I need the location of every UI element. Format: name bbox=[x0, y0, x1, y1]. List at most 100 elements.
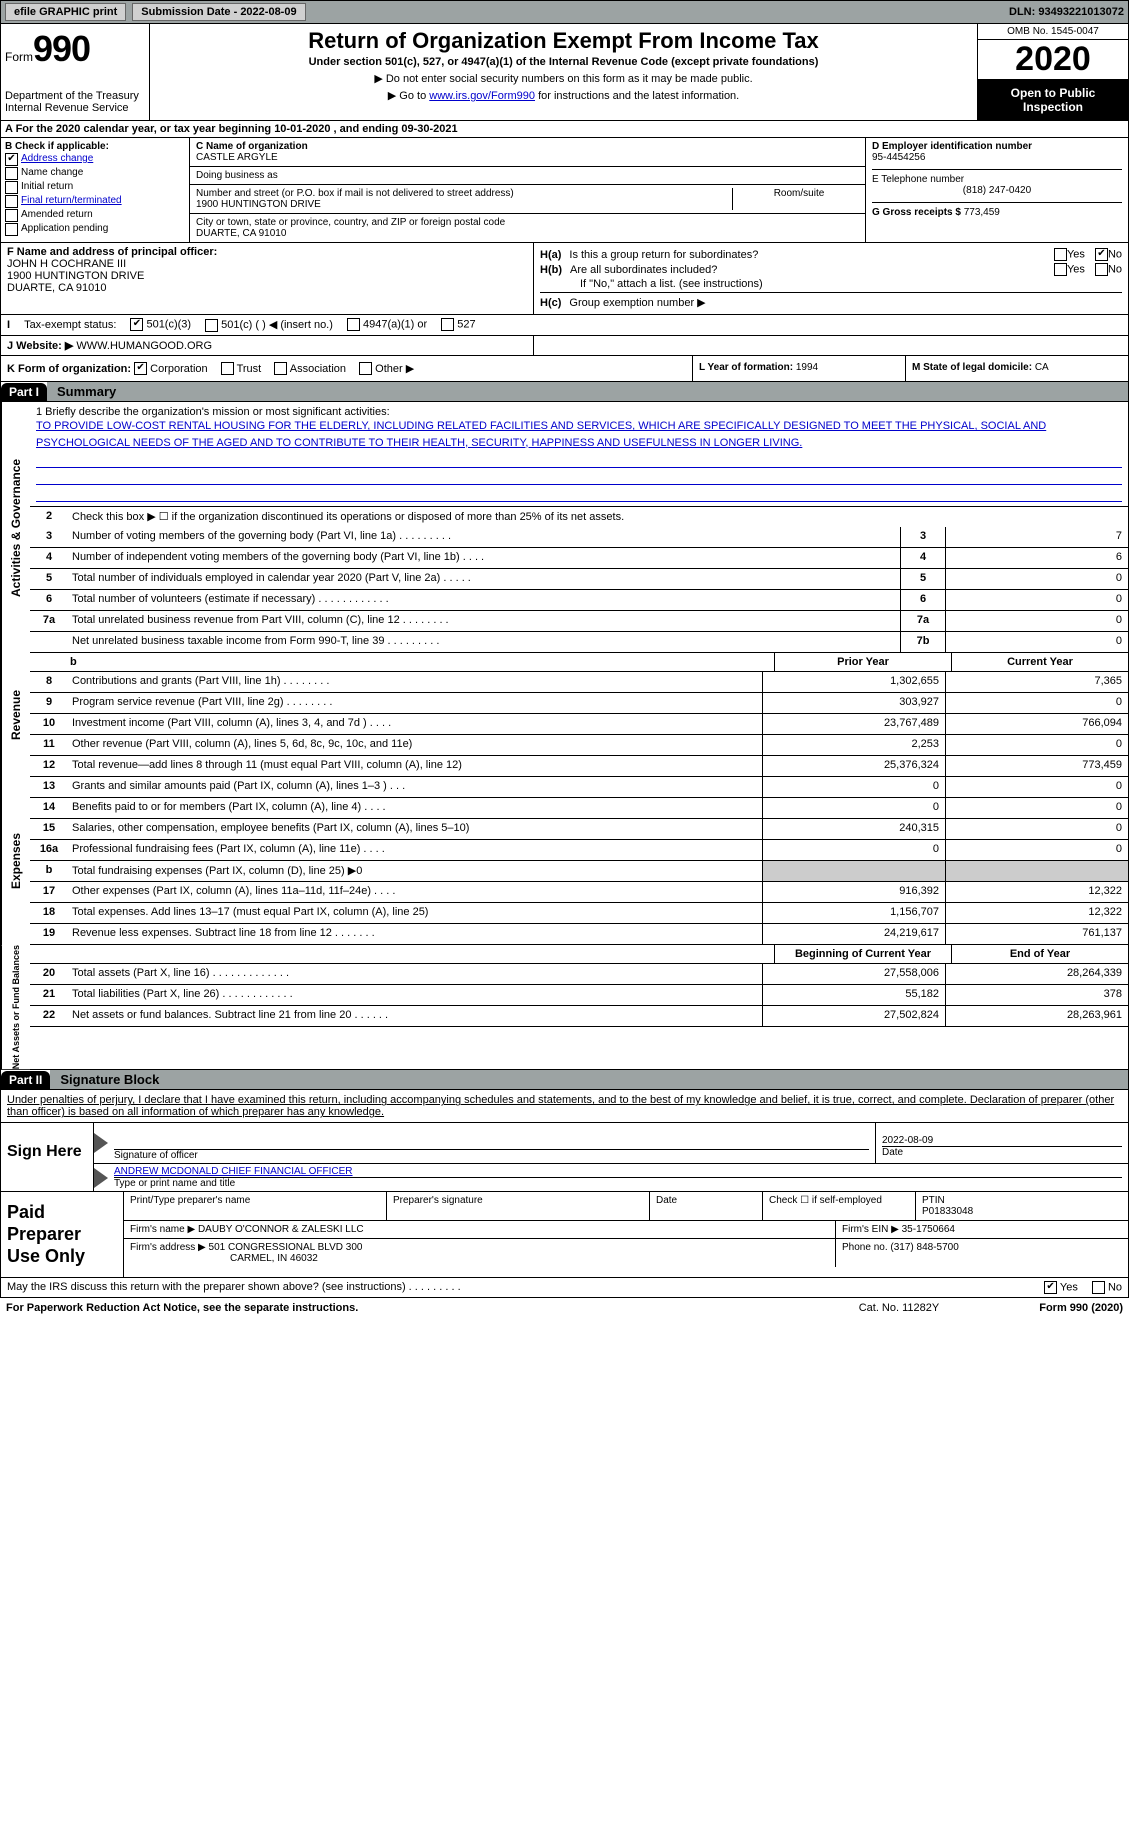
irs-link[interactable]: www.irs.gov/Form990 bbox=[429, 90, 535, 102]
section-d: D Employer identification number 95-4454… bbox=[865, 138, 1128, 242]
form-footer: Form 990 (2020) bbox=[1039, 1302, 1123, 1314]
firm-addr2: CARMEL, IN 46032 bbox=[130, 1253, 829, 1264]
table-row: 13Grants and similar amounts paid (Part … bbox=[30, 777, 1128, 798]
table-row: 7aTotal unrelated business revenue from … bbox=[30, 611, 1128, 632]
form-other[interactable] bbox=[359, 362, 372, 375]
form-note-ssn: ▶ Do not enter social security numbers o… bbox=[158, 72, 969, 85]
org-name-label: C Name of organization bbox=[196, 141, 859, 152]
mission-label: 1 Briefly describe the organization's mi… bbox=[36, 406, 1122, 418]
part1-header: Part I bbox=[1, 383, 47, 401]
table-row: Net unrelated business taxable income fr… bbox=[30, 632, 1128, 653]
discuss-no[interactable] bbox=[1092, 1281, 1105, 1294]
vtab-revenue: Revenue bbox=[1, 653, 30, 777]
firm-ein: 35-1750664 bbox=[902, 1224, 955, 1235]
vtab-governance: Activities & Governance bbox=[1, 402, 30, 653]
dba-label: Doing business as bbox=[196, 170, 859, 181]
table-row: 9Program service revenue (Part VIII, lin… bbox=[30, 693, 1128, 714]
room-label: Room/suite bbox=[739, 188, 859, 199]
table-row: 16aProfessional fundraising fees (Part I… bbox=[30, 840, 1128, 861]
check-application-pending[interactable] bbox=[5, 223, 18, 236]
gross-receipts-value: 773,459 bbox=[964, 207, 1000, 218]
ein-value: 95-4454256 bbox=[872, 152, 1122, 163]
tax-year: 2020 bbox=[978, 40, 1128, 80]
officer-addr2: DUARTE, CA 91010 bbox=[7, 282, 527, 294]
department-label: Department of the Treasury Internal Reve… bbox=[5, 90, 145, 114]
vtab-expenses: Expenses bbox=[1, 777, 30, 945]
form-corp[interactable] bbox=[134, 362, 147, 375]
omb-number: OMB No. 1545-0047 bbox=[978, 24, 1128, 40]
check-address-change[interactable] bbox=[5, 153, 18, 166]
part2-header: Part II bbox=[1, 1071, 50, 1089]
check-initial-return[interactable] bbox=[5, 181, 18, 194]
hb-yes[interactable] bbox=[1054, 263, 1067, 276]
table-row: 17Other expenses (Part IX, column (A), l… bbox=[30, 882, 1128, 903]
table-row: 8Contributions and grants (Part VIII, li… bbox=[30, 672, 1128, 693]
table-row: 4Number of independent voting members of… bbox=[30, 548, 1128, 569]
sign-here-label: Sign Here bbox=[1, 1123, 94, 1191]
section-h: H(a)Is this a group return for subordina… bbox=[534, 243, 1128, 314]
vtab-net-assets: Net Assets or Fund Balances bbox=[1, 945, 30, 1069]
hb-note: If "No," attach a list. (see instruction… bbox=[540, 278, 1122, 290]
firm-addr1: 501 CONGRESSIONAL BLVD 300 bbox=[209, 1242, 363, 1253]
officer-name: JOHN H COCHRANE III bbox=[7, 258, 527, 270]
table-row: 21Total liabilities (Part X, line 26) . … bbox=[30, 985, 1128, 1006]
signature-declaration: Under penalties of perjury, I declare th… bbox=[1, 1090, 1128, 1123]
hb-no[interactable] bbox=[1095, 263, 1108, 276]
table-row: 11Other revenue (Part VIII, column (A), … bbox=[30, 735, 1128, 756]
table-row: 5Total number of individuals employed in… bbox=[30, 569, 1128, 590]
section-f: F Name and address of principal officer:… bbox=[1, 243, 534, 314]
officer-name-label: Type or print name and title bbox=[114, 1177, 1122, 1189]
section-l: L Year of formation: 1994 bbox=[692, 356, 905, 382]
dln-label: DLN: 93493221013072 bbox=[1009, 6, 1124, 18]
section-b: B Check if applicable: Address change Na… bbox=[1, 138, 190, 242]
check-name-change[interactable] bbox=[5, 167, 18, 180]
officer-printed-name: ANDREW MCDONALD CHIEF FINANCIAL OFFICER bbox=[114, 1166, 1122, 1177]
form-trust[interactable] bbox=[221, 362, 234, 375]
status-4947[interactable] bbox=[347, 318, 360, 331]
check-final-return[interactable] bbox=[5, 195, 18, 208]
city-label: City or town, state or province, country… bbox=[196, 217, 859, 228]
form-title: Return of Organization Exempt From Incom… bbox=[158, 28, 969, 54]
website-value: WWW.HUMANGOOD.ORG bbox=[76, 340, 212, 352]
paid-preparer-label: Paid Preparer Use Only bbox=[1, 1192, 124, 1277]
ptin-label: PTIN bbox=[922, 1195, 1122, 1206]
officer-addr1: 1900 HUNTINGTON DRIVE bbox=[7, 270, 527, 282]
org-name: CASTLE ARGYLE bbox=[196, 152, 859, 163]
gross-receipts-label: G Gross receipts $ bbox=[872, 207, 961, 218]
beginning-year-header: Beginning of Current Year bbox=[774, 945, 951, 963]
phone-label: E Telephone number bbox=[872, 174, 1122, 185]
section-j: J Website: ▶ WWW.HUMANGOOD.ORG bbox=[1, 336, 533, 355]
table-row: 22Net assets or fund balances. Subtract … bbox=[30, 1006, 1128, 1027]
current-year-header: Current Year bbox=[951, 653, 1128, 671]
ha-no[interactable] bbox=[1095, 248, 1108, 261]
check-amended-return[interactable] bbox=[5, 209, 18, 222]
end-year-header: End of Year bbox=[951, 945, 1128, 963]
ein-label: D Employer identification number bbox=[872, 141, 1122, 152]
city-value: DUARTE, CA 91010 bbox=[196, 228, 859, 239]
officer-sig-label: Signature of officer bbox=[114, 1149, 869, 1161]
ha-yes[interactable] bbox=[1054, 248, 1067, 261]
preparer-sig-label: Preparer's signature bbox=[387, 1192, 650, 1220]
form-assoc[interactable] bbox=[274, 362, 287, 375]
status-501c3[interactable] bbox=[130, 318, 143, 331]
status-501c[interactable] bbox=[205, 319, 218, 332]
efile-print-button[interactable]: efile GRAPHIC print bbox=[5, 3, 126, 21]
row-b-label: b bbox=[30, 653, 774, 671]
form-header: Form 990 Department of the Treasury Inte… bbox=[0, 24, 1129, 121]
form-number: 990 bbox=[33, 28, 90, 70]
street-value: 1900 HUNTINGTON DRIVE bbox=[196, 199, 726, 210]
section-m: M State of legal domicile: CA bbox=[905, 356, 1128, 382]
preparer-date-label: Date bbox=[650, 1192, 763, 1220]
status-527[interactable] bbox=[441, 318, 454, 331]
table-row: 3Number of voting members of the governi… bbox=[30, 527, 1128, 548]
discuss-yes[interactable] bbox=[1044, 1281, 1057, 1294]
goto-prefix: ▶ Go to bbox=[388, 90, 429, 102]
section-i: I Tax-exempt status: 501(c)(3) 501(c) ( … bbox=[0, 315, 1129, 336]
discuss-row: May the IRS discuss this return with the… bbox=[0, 1278, 1129, 1298]
tax-period-row: A For the 2020 calendar year, or tax yea… bbox=[0, 121, 1129, 138]
sig-date-label: Date bbox=[882, 1146, 1122, 1158]
table-row: 2Check this box ▶ ☐ if the organization … bbox=[30, 507, 1128, 527]
form-prefix: Form bbox=[5, 50, 33, 64]
submission-date-label: Submission Date - 2022-08-09 bbox=[132, 3, 305, 21]
cat-number: Cat. No. 11282Y bbox=[859, 1302, 940, 1314]
